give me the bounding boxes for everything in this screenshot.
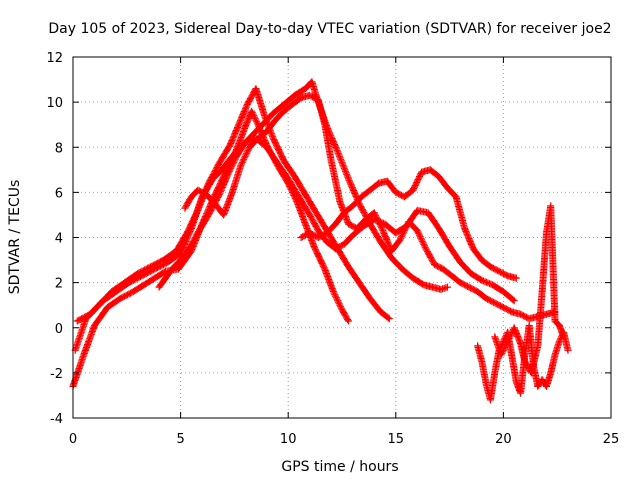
x-tick-labels: 0 5 10 15 20 25 [69, 432, 619, 447]
series-6 [297, 166, 520, 282]
y-tick-label: 4 [55, 232, 63, 247]
series-8 [491, 202, 568, 377]
x-tick-label: 5 [176, 432, 184, 447]
y-tick-label: 8 [55, 141, 63, 156]
y-tick-labels: -4 -2 0 2 4 6 8 10 12 [46, 51, 63, 427]
y-tick-label: 0 [55, 322, 63, 337]
y-tick-label: 2 [55, 277, 63, 292]
y-tick-label: -4 [50, 412, 63, 427]
series-6-markers [297, 166, 520, 282]
y-tick-label: -2 [50, 367, 63, 382]
x-axis-title: GPS time / hours [281, 459, 398, 475]
axis-ticks [72, 56, 612, 419]
series-5 [181, 91, 559, 323]
y-tick-label: 6 [55, 186, 63, 201]
x-tick-label: 0 [69, 432, 77, 447]
series-5-markers [181, 91, 559, 323]
x-tick-label: 15 [388, 432, 405, 447]
y-tick-label: 10 [46, 96, 63, 111]
x-tick-label: 20 [495, 432, 512, 447]
data-markers [69, 78, 572, 404]
series-1 [69, 107, 352, 390]
chart-title: Day 105 of 2023, Sidereal Day-to-day VTE… [48, 21, 611, 37]
series-8-markers [491, 202, 568, 377]
x-tick-label: 10 [280, 432, 297, 447]
x-tick-label: 25 [603, 432, 620, 447]
y-axis-title: SDTVAR / TECUs [7, 180, 23, 295]
series-1-markers [69, 107, 352, 390]
y-tick-label: 12 [46, 51, 63, 66]
